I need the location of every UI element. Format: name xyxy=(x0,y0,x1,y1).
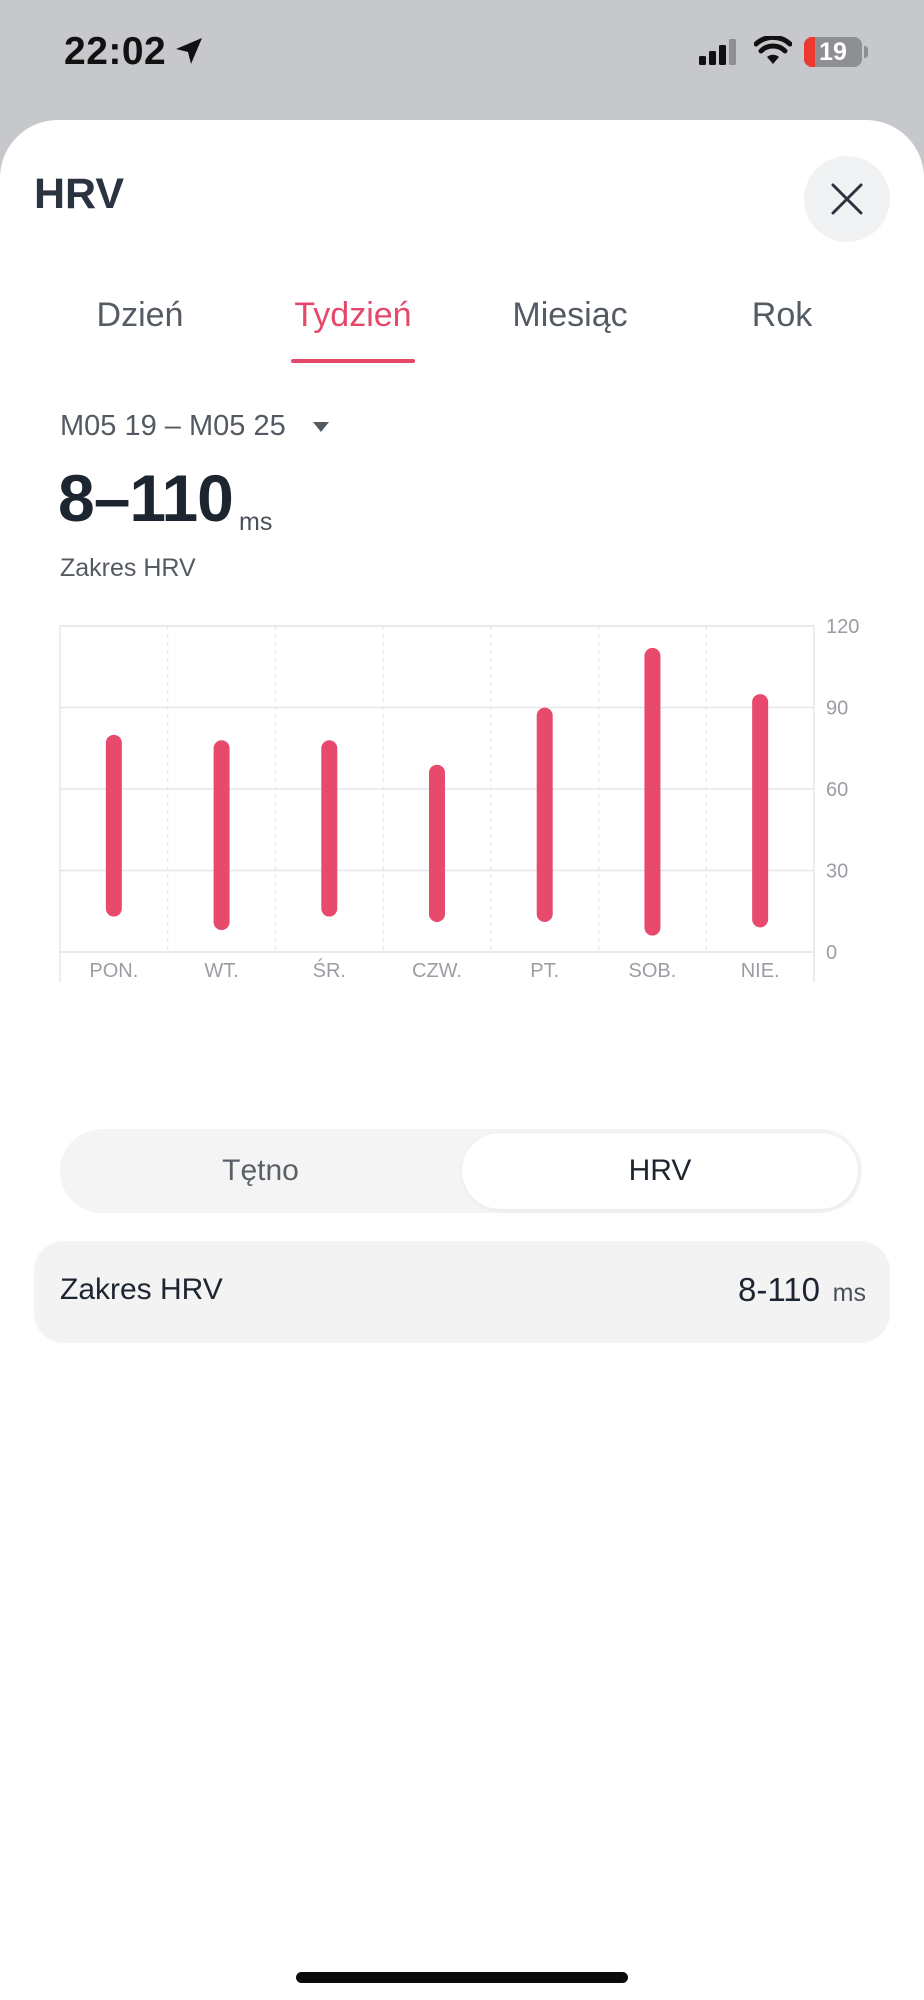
tab-year[interactable]: Rok xyxy=(751,296,813,334)
x-tick-label: SOB. xyxy=(629,960,677,982)
battery-tip xyxy=(864,46,868,58)
x-tick-label: NIE. xyxy=(741,960,780,982)
detail-label: Zakres HRV xyxy=(60,1273,223,1306)
x-tick-label: ŚR. xyxy=(313,958,346,982)
x-tick-label: PON. xyxy=(89,960,138,982)
tab-week[interactable]: Tydzień xyxy=(294,296,412,334)
y-tick-label: 90 xyxy=(826,698,848,720)
detail-value: 8-110 xyxy=(738,1271,820,1308)
status-bar: 22:02 19 xyxy=(0,0,924,118)
detail-unit: ms xyxy=(832,1279,866,1307)
date-range-selector[interactable]: M05 19 – M05 25 xyxy=(60,410,286,442)
wifi-icon xyxy=(754,36,792,64)
hrv-range-unit: ms xyxy=(239,508,273,536)
x-tick-label: CZW. xyxy=(412,960,462,982)
location-arrow-icon xyxy=(176,38,202,64)
hrv-range-label: Zakres HRV xyxy=(60,554,196,582)
hrv-chart: 0 30 60 90 120 PON. WT. ŚR. CZW. PT. SOB. NIE. xyxy=(0,600,924,1000)
battery-icon: 19 xyxy=(804,37,862,67)
tab-day[interactable]: Dzień xyxy=(96,296,184,334)
active-tab-indicator xyxy=(291,359,415,363)
home-indicator xyxy=(296,1972,628,1983)
y-tick-label: 120 xyxy=(826,616,859,638)
caret-down-icon[interactable] xyxy=(313,422,329,432)
hrv-sheet: HRV Dzień Tydzień Miesiąc Rok M05 19 – M… xyxy=(0,120,924,2000)
hrv-range-value: 8–110 xyxy=(58,461,234,535)
hrv-chart-svg: 0 30 60 90 120 PON. WT. ŚR. CZW. PT. SOB. NIE. xyxy=(59,616,859,982)
tab-month[interactable]: Miesiąc xyxy=(512,296,628,334)
y-tick-label: 60 xyxy=(826,779,848,801)
x-tick-label: WT. xyxy=(204,960,238,982)
status-time: 22:02 xyxy=(64,30,167,73)
metric-toggle: Tętno HRV xyxy=(60,1129,862,1213)
battery-fill xyxy=(804,37,816,67)
y-tick-label: 0 xyxy=(826,942,837,964)
x-tick-label: PT. xyxy=(530,960,559,982)
hrv-range-row: Zakres HRV 8-110 ms xyxy=(34,1241,890,1343)
cellular-signal-icon xyxy=(699,39,736,65)
battery-level: 19 xyxy=(819,38,847,66)
close-icon xyxy=(831,183,863,215)
page-title: HRV xyxy=(34,170,125,218)
toggle-hrv[interactable]: HRV xyxy=(462,1133,858,1209)
toggle-heart-rate[interactable]: Tętno xyxy=(222,1154,299,1187)
y-tick-label: 30 xyxy=(826,861,848,883)
close-button[interactable] xyxy=(804,156,890,242)
